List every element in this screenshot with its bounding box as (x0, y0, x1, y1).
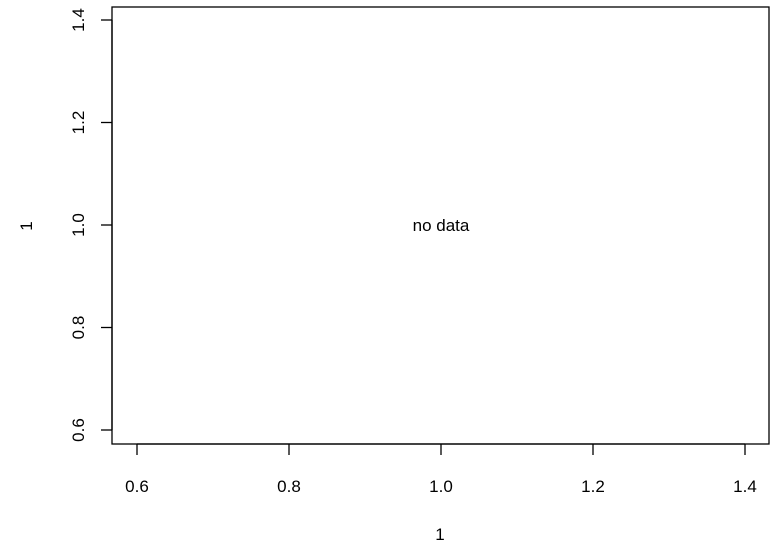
y-tick-label: 0.6 (69, 418, 88, 442)
y-tick-label: 1.2 (69, 111, 88, 135)
x-axis: 0.6 0.8 1.0 1.2 1.4 (125, 443, 757, 496)
y-axis-label: 1 (17, 221, 36, 230)
y-tick-label: 1.0 (69, 213, 88, 237)
x-tick-label: 1.0 (429, 477, 453, 496)
x-tick-label: 1.4 (733, 477, 757, 496)
y-tick-label: 1.4 (69, 8, 88, 32)
x-tick-label: 0.8 (277, 477, 301, 496)
x-axis-label: 1 (435, 525, 444, 544)
x-tick-label: 0.6 (125, 477, 149, 496)
no-data-annotation: no data (413, 216, 470, 235)
y-axis: 0.6 0.8 1.0 1.2 1.4 (69, 8, 113, 442)
y-tick-label: 0.8 (69, 316, 88, 340)
x-tick-label: 1.2 (581, 477, 605, 496)
